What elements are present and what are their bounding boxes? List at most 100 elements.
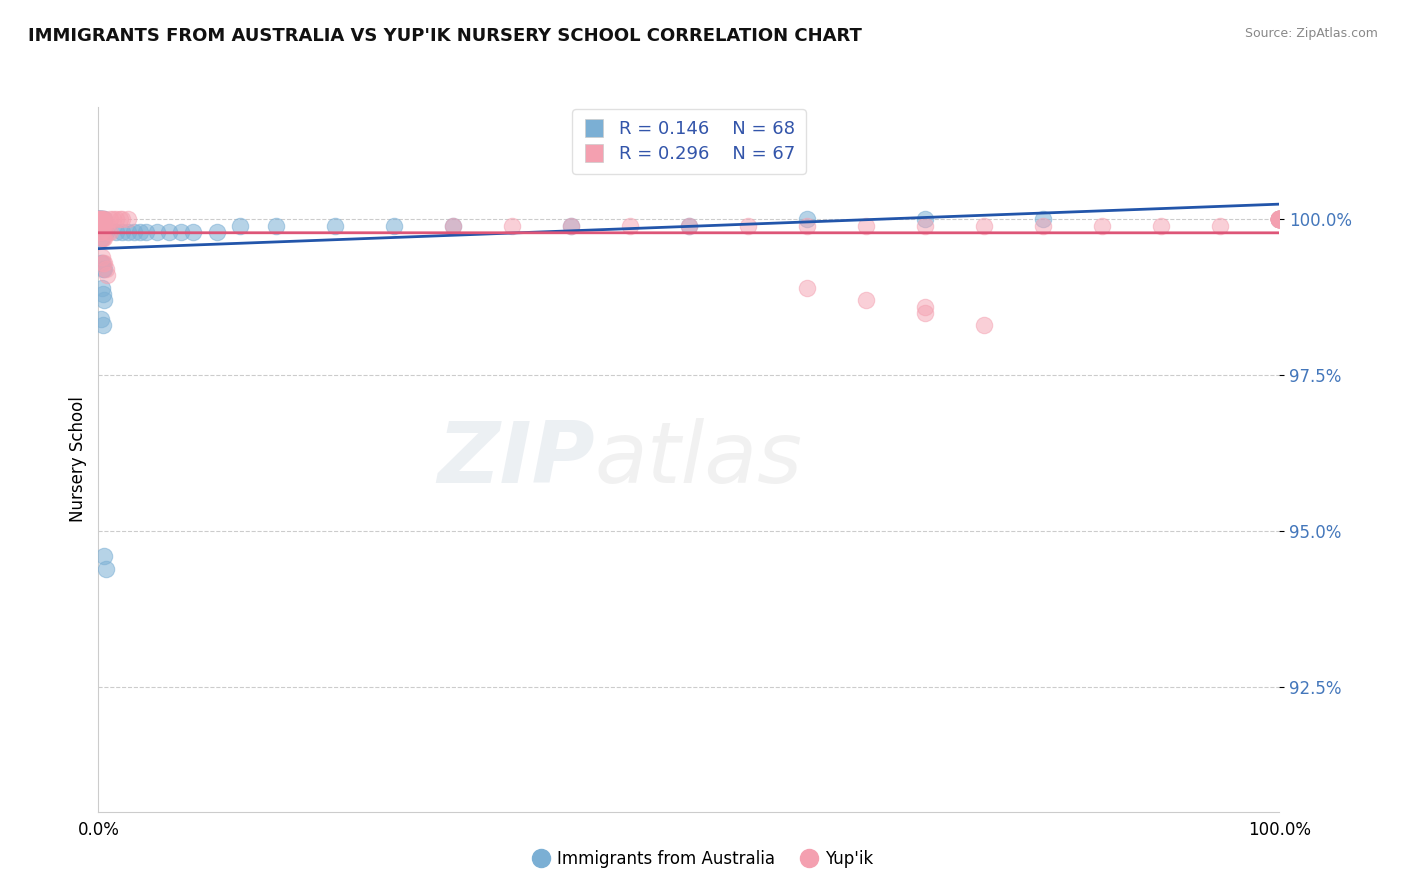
Text: Source: ZipAtlas.com: Source: ZipAtlas.com: [1244, 27, 1378, 40]
Point: [128, 225, 150, 239]
Point: [1268, 212, 1291, 227]
Point: [1150, 219, 1173, 233]
Point: [1268, 212, 1291, 227]
Point: [678, 219, 700, 233]
Point: [914, 219, 936, 233]
Point: [93, 225, 115, 239]
Point: [101, 212, 124, 227]
Point: [94, 219, 117, 233]
Point: [117, 225, 139, 239]
Point: [93, 262, 115, 277]
Point: [87, 212, 110, 227]
Point: [93, 219, 115, 233]
Point: [1268, 212, 1291, 227]
Point: [91, 231, 114, 245]
Point: [796, 219, 818, 233]
Point: [91, 212, 114, 227]
Text: IMMIGRANTS FROM AUSTRALIA VS YUP'IK NURSERY SCHOOL CORRELATION CHART: IMMIGRANTS FROM AUSTRALIA VS YUP'IK NURS…: [28, 27, 862, 45]
Point: [91, 262, 114, 277]
Point: [560, 219, 582, 233]
Point: [1268, 212, 1291, 227]
Point: [1268, 212, 1291, 227]
Point: [93, 256, 115, 270]
Point: [323, 219, 346, 233]
Point: [91, 212, 114, 227]
Point: [89, 225, 111, 239]
Point: [87, 219, 110, 233]
Point: [117, 212, 139, 227]
Point: [90, 212, 112, 227]
Point: [737, 219, 759, 233]
Point: [914, 300, 936, 314]
Point: [91, 219, 114, 233]
Point: [91, 219, 114, 233]
Point: [264, 219, 287, 233]
Point: [97, 225, 120, 239]
Point: [91, 231, 114, 245]
Point: [501, 219, 523, 233]
Point: [973, 318, 995, 333]
Point: [1032, 212, 1054, 227]
Point: [1268, 212, 1291, 227]
Point: [89, 212, 111, 227]
Point: [91, 219, 114, 233]
Point: [1268, 212, 1291, 227]
Point: [170, 225, 193, 239]
Point: [96, 268, 118, 283]
Point: [1268, 212, 1291, 227]
Point: [205, 225, 228, 239]
Point: [91, 231, 114, 245]
Point: [855, 219, 877, 233]
Point: [90, 219, 112, 233]
Legend: Immigrants from Australia, Yup'ik: Immigrants from Australia, Yup'ik: [526, 844, 880, 875]
Point: [1268, 212, 1291, 227]
Point: [229, 219, 252, 233]
Point: [90, 256, 112, 270]
Point: [382, 219, 405, 233]
Point: [91, 225, 114, 239]
Point: [796, 281, 818, 295]
Point: [89, 225, 111, 239]
Point: [914, 212, 936, 227]
Point: [1091, 219, 1114, 233]
Point: [105, 212, 128, 227]
Point: [87, 212, 110, 227]
Point: [94, 225, 117, 239]
Point: [89, 212, 111, 227]
Point: [93, 212, 115, 227]
Point: [87, 219, 110, 233]
Point: [90, 312, 112, 326]
Point: [91, 212, 114, 227]
Point: [90, 225, 112, 239]
Point: [108, 212, 131, 227]
Point: [90, 212, 112, 227]
Point: [1032, 219, 1054, 233]
Point: [135, 225, 157, 239]
Point: [90, 219, 112, 233]
Point: [87, 212, 110, 227]
Point: [1268, 212, 1291, 227]
Point: [87, 212, 110, 227]
Point: [796, 212, 818, 227]
Point: [91, 281, 114, 295]
Point: [87, 219, 110, 233]
Point: [1268, 212, 1291, 227]
Point: [678, 219, 700, 233]
Point: [560, 219, 582, 233]
Point: [91, 256, 114, 270]
Point: [441, 219, 464, 233]
Point: [91, 318, 114, 333]
Point: [89, 212, 111, 227]
Point: [87, 225, 110, 239]
Point: [441, 219, 464, 233]
Point: [87, 212, 110, 227]
Point: [973, 219, 995, 233]
Point: [122, 225, 145, 239]
Point: [855, 293, 877, 308]
Point: [87, 212, 110, 227]
Point: [87, 212, 110, 227]
Point: [1268, 212, 1291, 227]
Point: [89, 219, 111, 233]
Point: [91, 256, 114, 270]
Point: [91, 250, 114, 264]
